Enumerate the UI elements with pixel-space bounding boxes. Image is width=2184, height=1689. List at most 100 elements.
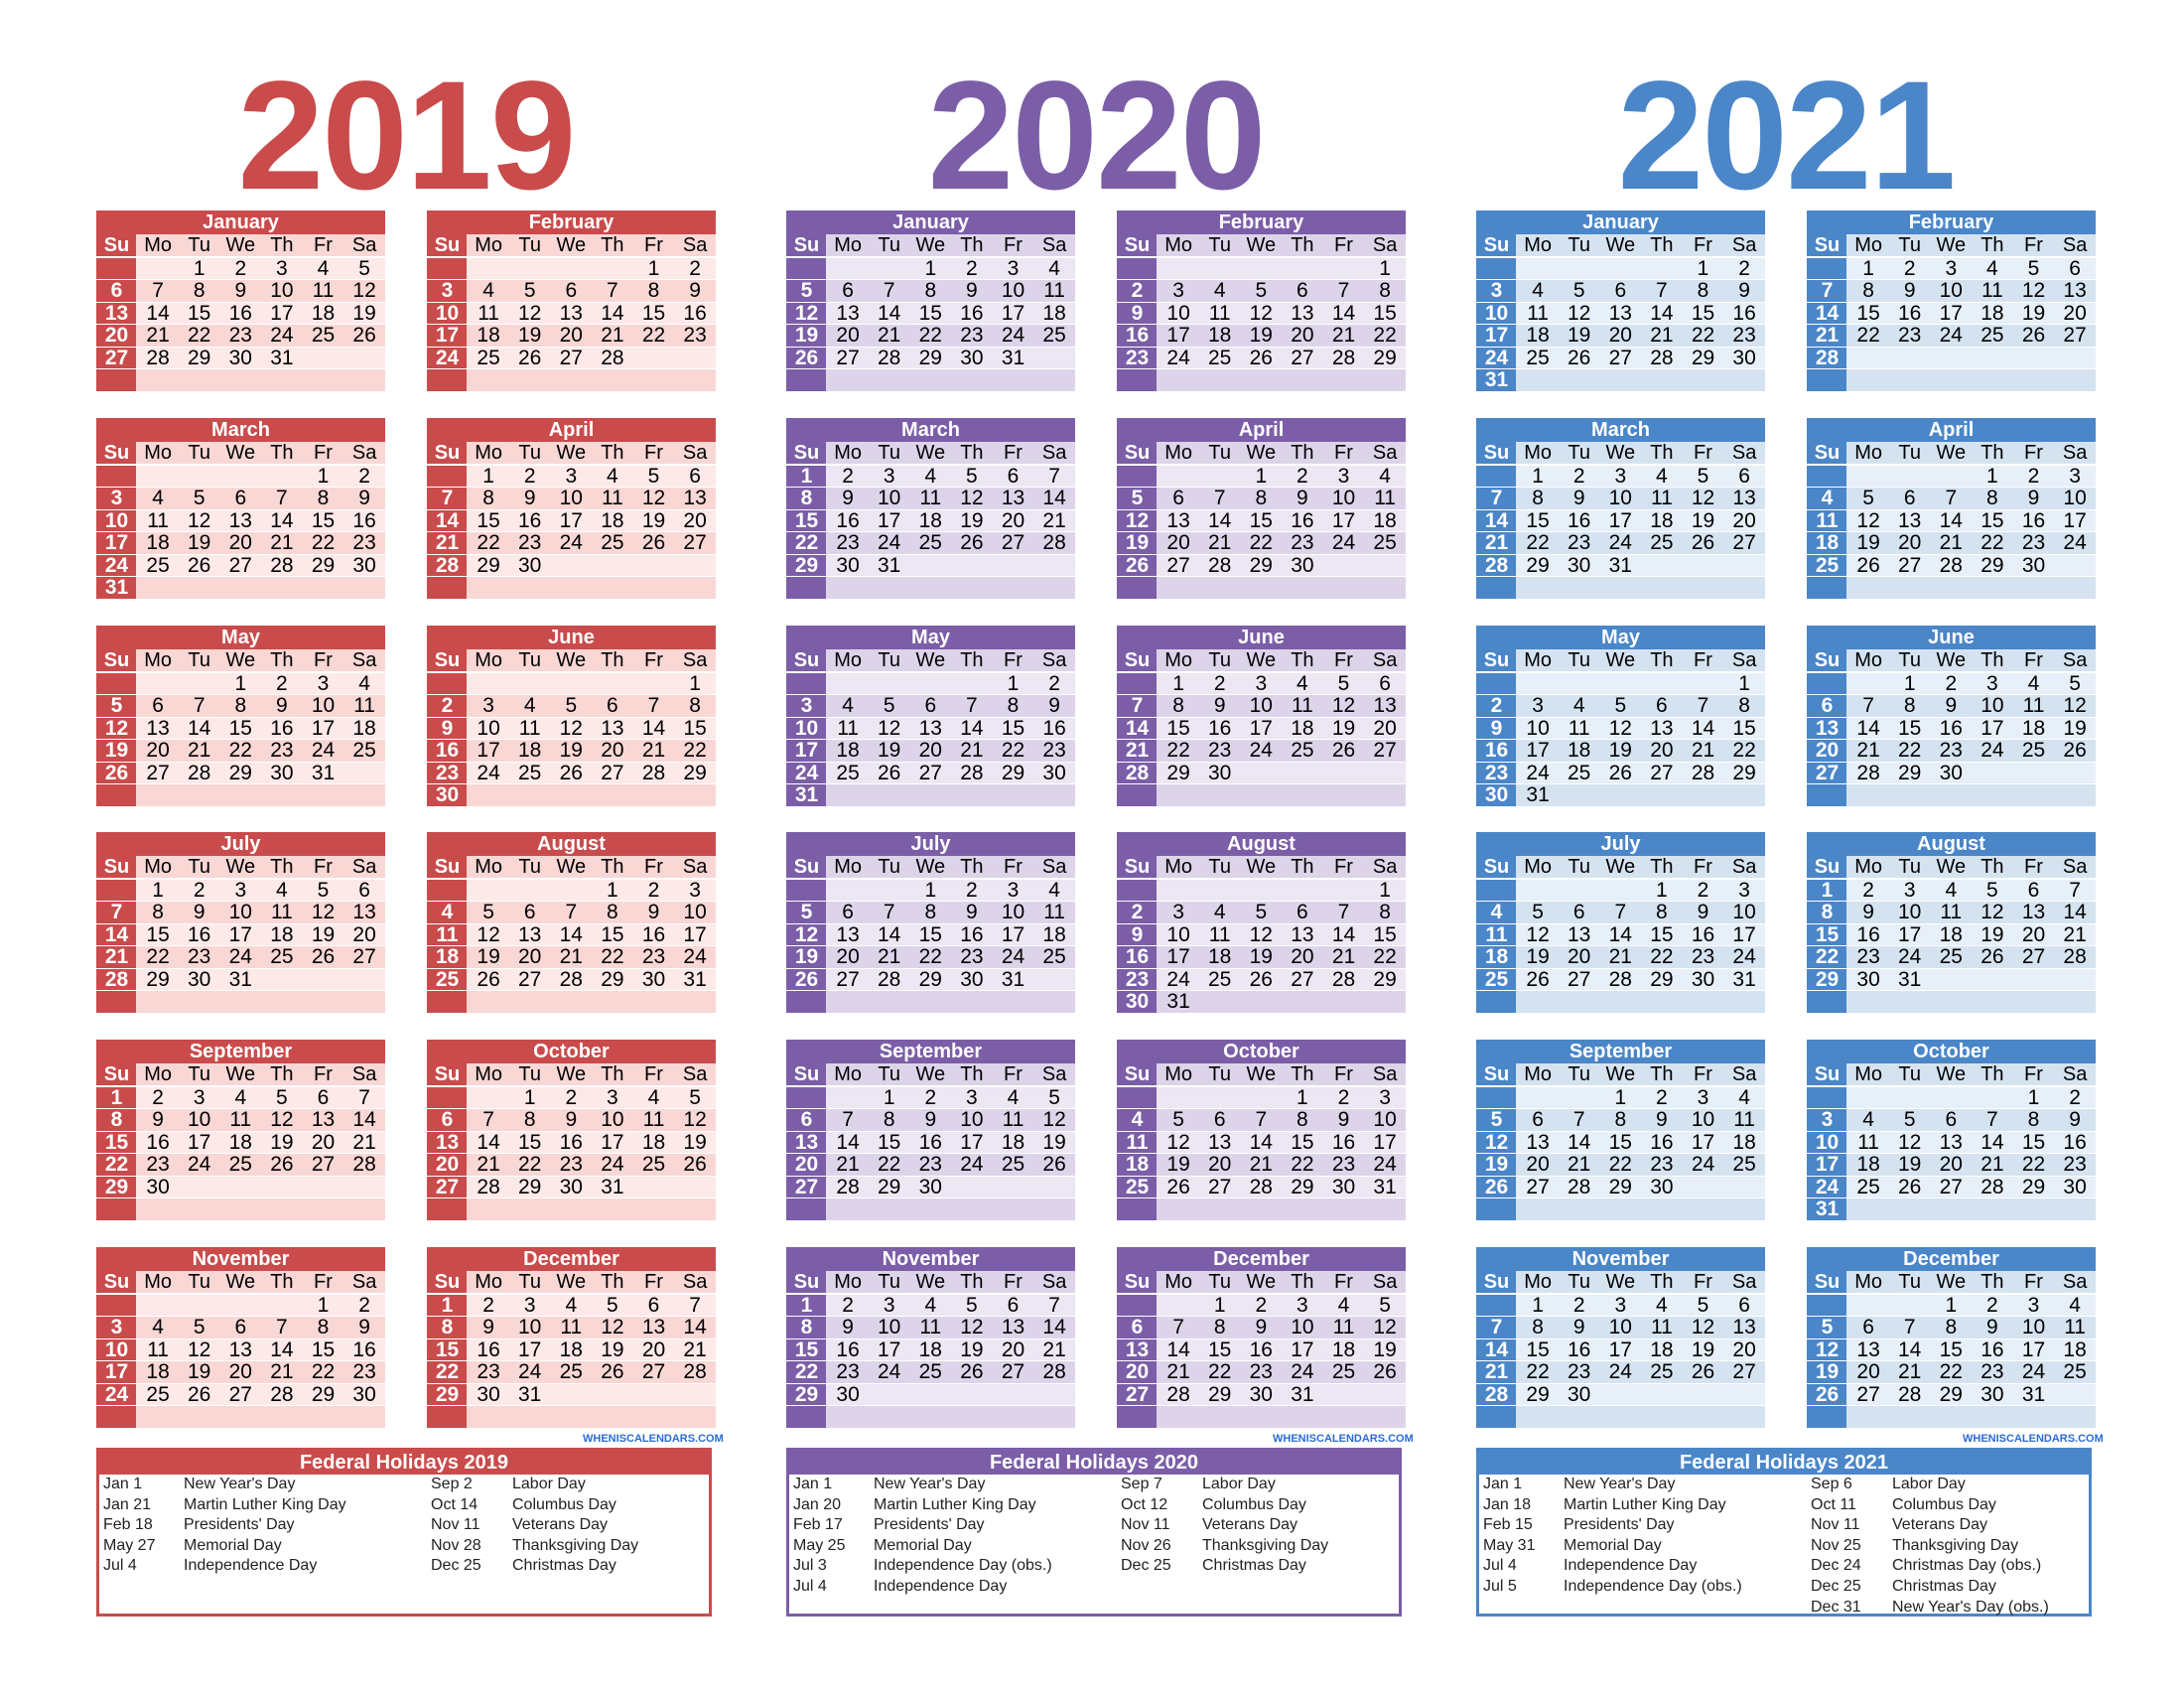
day-cell: 3	[2069, 464, 2081, 488]
weekday-header-row	[96, 649, 385, 671]
day-cell: 1	[1255, 464, 1268, 488]
weekday-header: Sa	[1041, 1271, 1067, 1293]
year-title: 2021	[1617, 50, 1956, 222]
week-row	[1476, 1382, 1765, 1406]
week-row	[96, 487, 385, 509]
day-cell: 3	[482, 694, 494, 717]
weekday-header: Su	[1814, 234, 1841, 256]
day-cell: 6	[152, 694, 164, 717]
weekday-header: Mo	[834, 1271, 862, 1293]
week-row	[96, 1405, 385, 1428]
week-row	[1117, 739, 1406, 762]
week-row	[1117, 671, 1406, 695]
sunday-column-marker	[1117, 1293, 1157, 1317]
day-cell: 5	[482, 901, 494, 923]
day-cell: 31	[1608, 553, 1632, 577]
day-cell: 17	[435, 324, 460, 347]
sunday-column-marker	[96, 1108, 136, 1131]
day-cell: 14	[1249, 1130, 1273, 1154]
weekday-header: Th	[1980, 442, 2004, 464]
day-cell: 1	[800, 1293, 813, 1317]
day-cell: 24	[1001, 324, 1025, 347]
day-cell: 9	[2027, 487, 2040, 509]
week-row	[1117, 508, 1406, 532]
week-row	[96, 967, 385, 991]
day-cell: 1	[234, 671, 247, 695]
day-cell: 9	[358, 487, 370, 509]
day-cell: 25	[1732, 1153, 1756, 1176]
week-row	[96, 553, 385, 577]
day-cell: 3	[607, 1085, 618, 1109]
week-row	[427, 1405, 716, 1428]
day-cell: 3	[1945, 256, 1958, 280]
day-cell: 20	[228, 531, 252, 554]
day-cell: 3	[1614, 464, 1627, 488]
week-row	[786, 1360, 1075, 1383]
weekday-header: Tu	[1568, 234, 1590, 256]
sunday-column-marker	[1476, 1085, 1516, 1109]
day-cell: 15	[683, 716, 707, 740]
day-cell: 1	[1821, 878, 1834, 902]
day-cell: 17	[2063, 508, 2087, 532]
day-cell: 5	[2069, 671, 2081, 695]
week-row	[1807, 576, 2096, 599]
weekday-header: Th	[601, 856, 624, 878]
day-cell: 14	[1166, 1337, 1190, 1361]
day-cell: 5	[1986, 878, 1998, 902]
holiday-name: Veterans Day	[1202, 1516, 1298, 1534]
weekday-header-row	[96, 442, 385, 464]
day-cell: 27	[1526, 1175, 1550, 1198]
day-cell: 1	[1379, 256, 1391, 280]
day-cell: 19	[104, 739, 129, 762]
sunday-column-marker	[1117, 856, 1157, 878]
weekday-header: We	[1246, 649, 1277, 671]
weekday-header: Mo	[1164, 1271, 1192, 1293]
month-name: December	[427, 1247, 716, 1271]
day-cell: 11	[1043, 901, 1065, 923]
day-cell: 20	[1650, 739, 1674, 762]
month-name: April	[1807, 418, 2096, 442]
sunday-column-marker	[786, 1337, 826, 1361]
week-row	[1807, 279, 2096, 302]
day-cell: 11	[1816, 508, 1839, 532]
day-cell: 26	[477, 967, 500, 991]
weekday-header-row	[1117, 649, 1406, 671]
day-cell: 26	[1125, 553, 1150, 577]
day-cell: 27	[1291, 967, 1314, 991]
day-cell: 2	[441, 694, 454, 717]
day-cell: 12	[1856, 508, 1880, 532]
day-cell: 14	[601, 301, 624, 325]
week-row	[1476, 1405, 1765, 1428]
week-row	[1807, 553, 2096, 577]
weekday-header: Mo	[1854, 649, 1882, 671]
day-cell: 7	[1945, 487, 1958, 509]
day-cell: 16	[836, 508, 860, 532]
day-cell: 28	[1166, 1382, 1190, 1406]
day-cell: 23	[1484, 761, 1509, 784]
weekday-header: We	[915, 1063, 946, 1085]
weekday-header: We	[1936, 442, 1967, 464]
day-cell: 6	[1862, 1316, 1874, 1338]
day-cell: 1	[883, 1085, 895, 1109]
day-cell: 8	[110, 1108, 123, 1131]
holiday-date: Nov 11	[1811, 1516, 1860, 1534]
day-cell: 23	[1732, 324, 1756, 347]
day-cell: 7	[1697, 694, 1709, 717]
day-cell: 10	[435, 301, 460, 325]
day-cell: 30	[641, 967, 666, 991]
day-cell: 4	[523, 694, 536, 717]
day-cell: 12	[1898, 1130, 1922, 1154]
weekday-header: Mo	[475, 1063, 502, 1085]
day-cell: 30	[2021, 553, 2046, 577]
weekday-header: We	[1936, 856, 1967, 878]
day-cell: 15	[601, 922, 624, 946]
day-cell: 30	[435, 783, 460, 806]
day-cell: 13	[1898, 508, 1922, 532]
day-cell: 2	[1986, 1293, 1998, 1317]
day-cell: 8	[317, 487, 330, 509]
day-cell: 4	[482, 279, 494, 302]
day-cell: 24	[878, 1360, 901, 1383]
day-cell: 27	[1939, 1175, 1963, 1198]
weekday-header: Tu	[878, 442, 900, 464]
day-cell: 5	[883, 694, 895, 717]
